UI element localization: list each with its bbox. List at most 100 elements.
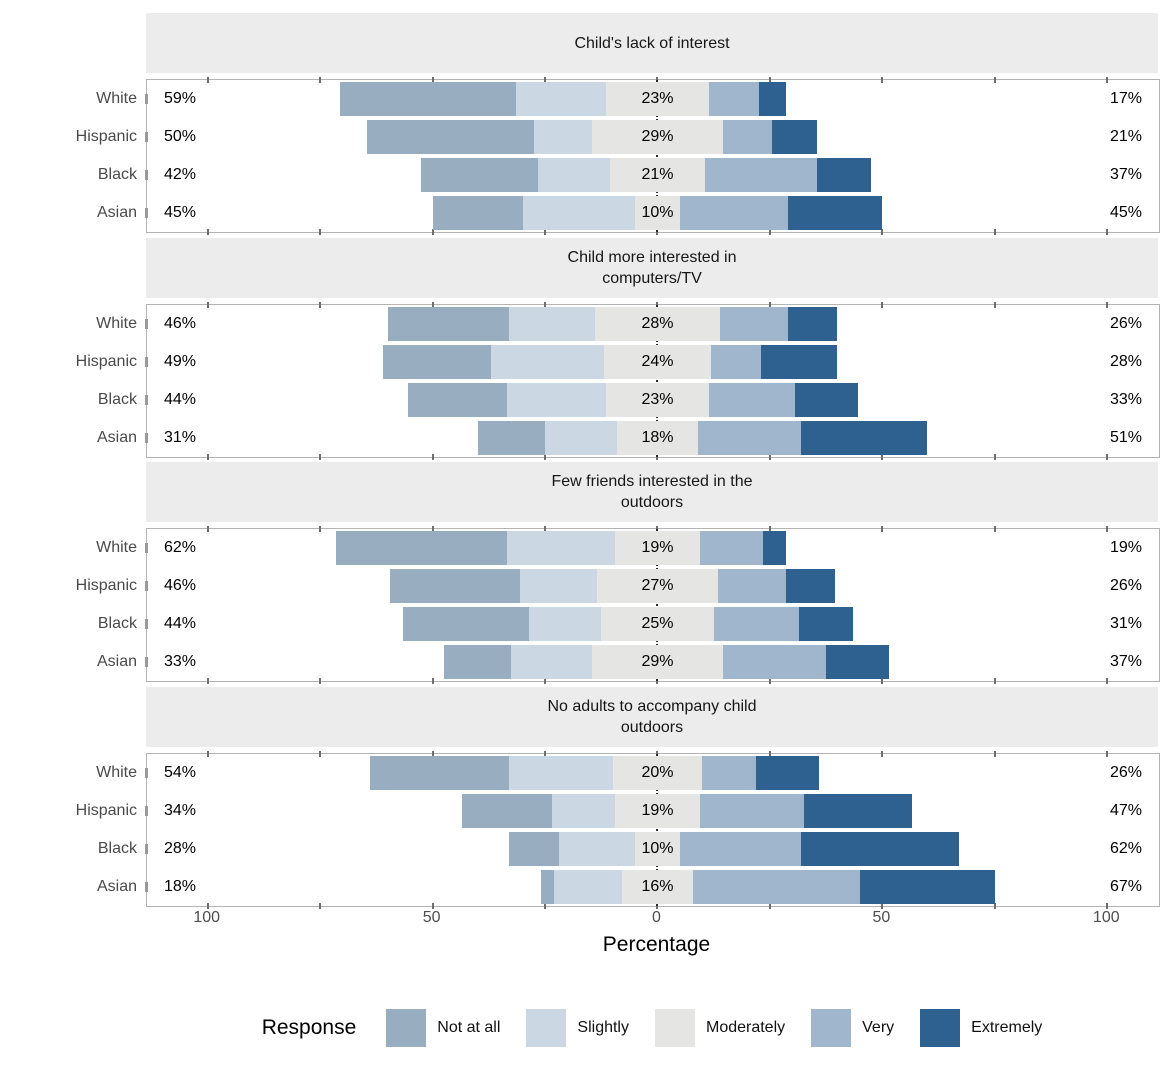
mid-percent-label: 28% [641,315,674,332]
legend-item: Very [811,1009,894,1047]
mid-percent-label: 25% [641,615,674,632]
right-percent-label: 31% [1109,615,1142,632]
bar-segment-extremely [826,645,890,679]
axis-minor-tick [1106,526,1109,532]
axis-minor-tick [656,903,659,909]
axis-minor-tick [881,526,884,532]
y-axis-tick [145,581,148,591]
mid-percent-label: 19% [641,539,674,556]
legend-items: Not at all Slightly Moderately Very Extremel… [386,1009,1042,1047]
axis-minor-tick [544,903,547,909]
axis-minor-tick [881,678,884,684]
bar-segment-very [711,345,761,379]
panel-strip: Few friends interested in the outdoors [146,462,1158,522]
x-axis-tick-label: 50 [422,909,441,926]
bar-segment-slightly [529,607,602,641]
category-label: Black [97,166,137,183]
bar-segment-moderately [612,756,703,790]
bar-segment-moderately [610,158,705,192]
axis-minor-tick [881,454,884,460]
axis-minor-tick [768,751,771,757]
left-percent-label: 34% [164,802,197,819]
bar-segment-slightly [538,158,611,192]
left-percent-label: 45% [164,204,197,221]
y-axis-tick [145,208,148,218]
y-axis-tick [145,170,148,180]
axis-minor-tick [206,751,209,757]
right-percent-label: 37% [1109,653,1142,670]
axis-minor-tick [768,903,771,909]
bar-row: Asian 31% 18% 51% [97,419,1159,457]
axis-minor-tick [431,526,434,532]
bar-segment-extremely [758,82,786,116]
axis-minor-tick [431,903,434,909]
zero-reference-line [656,80,659,232]
bar-segment-extremely [803,794,912,828]
bar-segment-extremely [817,158,872,192]
axis-minor-tick [881,751,884,757]
bar-segment-very [700,531,764,565]
y-axis-tick [145,882,148,892]
legend-label: Extremely [971,1019,1043,1036]
axis-minor-tick [1106,77,1109,83]
panel-title-line: Child's lack of interest [574,34,730,52]
panel-title-line: No adults to accompany child [547,698,757,715]
axis-minor-tick [993,77,996,83]
plot-area: White 54% 20% 26% Hispanic 34% 19% 47% Black 28% 1… [76,751,1160,909]
bar-segment-slightly [509,756,613,790]
axis-minor-tick [431,454,434,460]
bar-segment-extremely [801,421,928,455]
bar-segment-slightly [533,120,593,154]
axis-minor-tick [881,302,884,308]
bar-segment-extremely [799,607,854,641]
y-axis-tick [145,619,148,629]
x-axis-tick-label: 100 [193,909,221,926]
category-label: White [96,315,137,332]
bar-segment-moderately [614,794,701,828]
bar-segment-not-at-all [387,307,510,341]
category-label: Hispanic [75,353,137,370]
y-axis-tick [145,806,148,816]
axis-minor-tick [768,526,771,532]
bar-segment-very [693,870,860,904]
bar-segment-moderately [596,569,719,603]
legend-swatch-slightly [526,1009,567,1047]
bar-segment-not-at-all [509,832,559,866]
axis-minor-tick [206,678,209,684]
bar-segment-not-at-all [443,645,512,679]
legend-item: Extremely [920,1009,1042,1047]
bar-segment-moderately [594,307,721,341]
left-percent-label: 31% [164,429,197,446]
right-percent-label: 67% [1109,878,1142,895]
axis-minor-tick [656,454,659,460]
bar-segment-extremely [787,196,883,230]
axis-minor-tick [431,302,434,308]
bar-segment-slightly [511,645,593,679]
zero-reference-line [656,305,659,457]
bar-row: White 59% 23% 17% [96,80,1159,118]
axis-minor-tick [768,678,771,684]
bar-segment-moderately [605,383,710,417]
right-percent-label: 62% [1109,840,1142,857]
axis-minor-tick [544,751,547,757]
bar-row: Hispanic 34% 19% 47% [76,792,1159,830]
bar-segment-not-at-all [407,383,507,417]
bar-segment-not-at-all [335,531,507,565]
axis-minor-tick [206,526,209,532]
bar-segment-extremely [772,120,818,154]
panel-title-line: Few friends interested in the [551,473,753,490]
category-label: Black [97,615,137,632]
bar-segment-extremely [787,307,838,341]
axis-minor-tick [1106,302,1109,308]
category-label: Black [97,391,137,408]
axis-minor-tick [431,77,434,83]
axis-minor-tick [319,526,322,532]
mid-percent-label: 23% [641,90,674,107]
legend-swatch-not-at-all [386,1009,427,1047]
bar-row: White 46% 28% 26% [96,305,1159,343]
bar-segment-very [722,645,827,679]
axis-minor-tick [993,526,996,532]
axis-minor-tick [431,678,434,684]
left-percent-label: 49% [164,353,197,370]
x-axis-title: Percentage [602,933,711,956]
